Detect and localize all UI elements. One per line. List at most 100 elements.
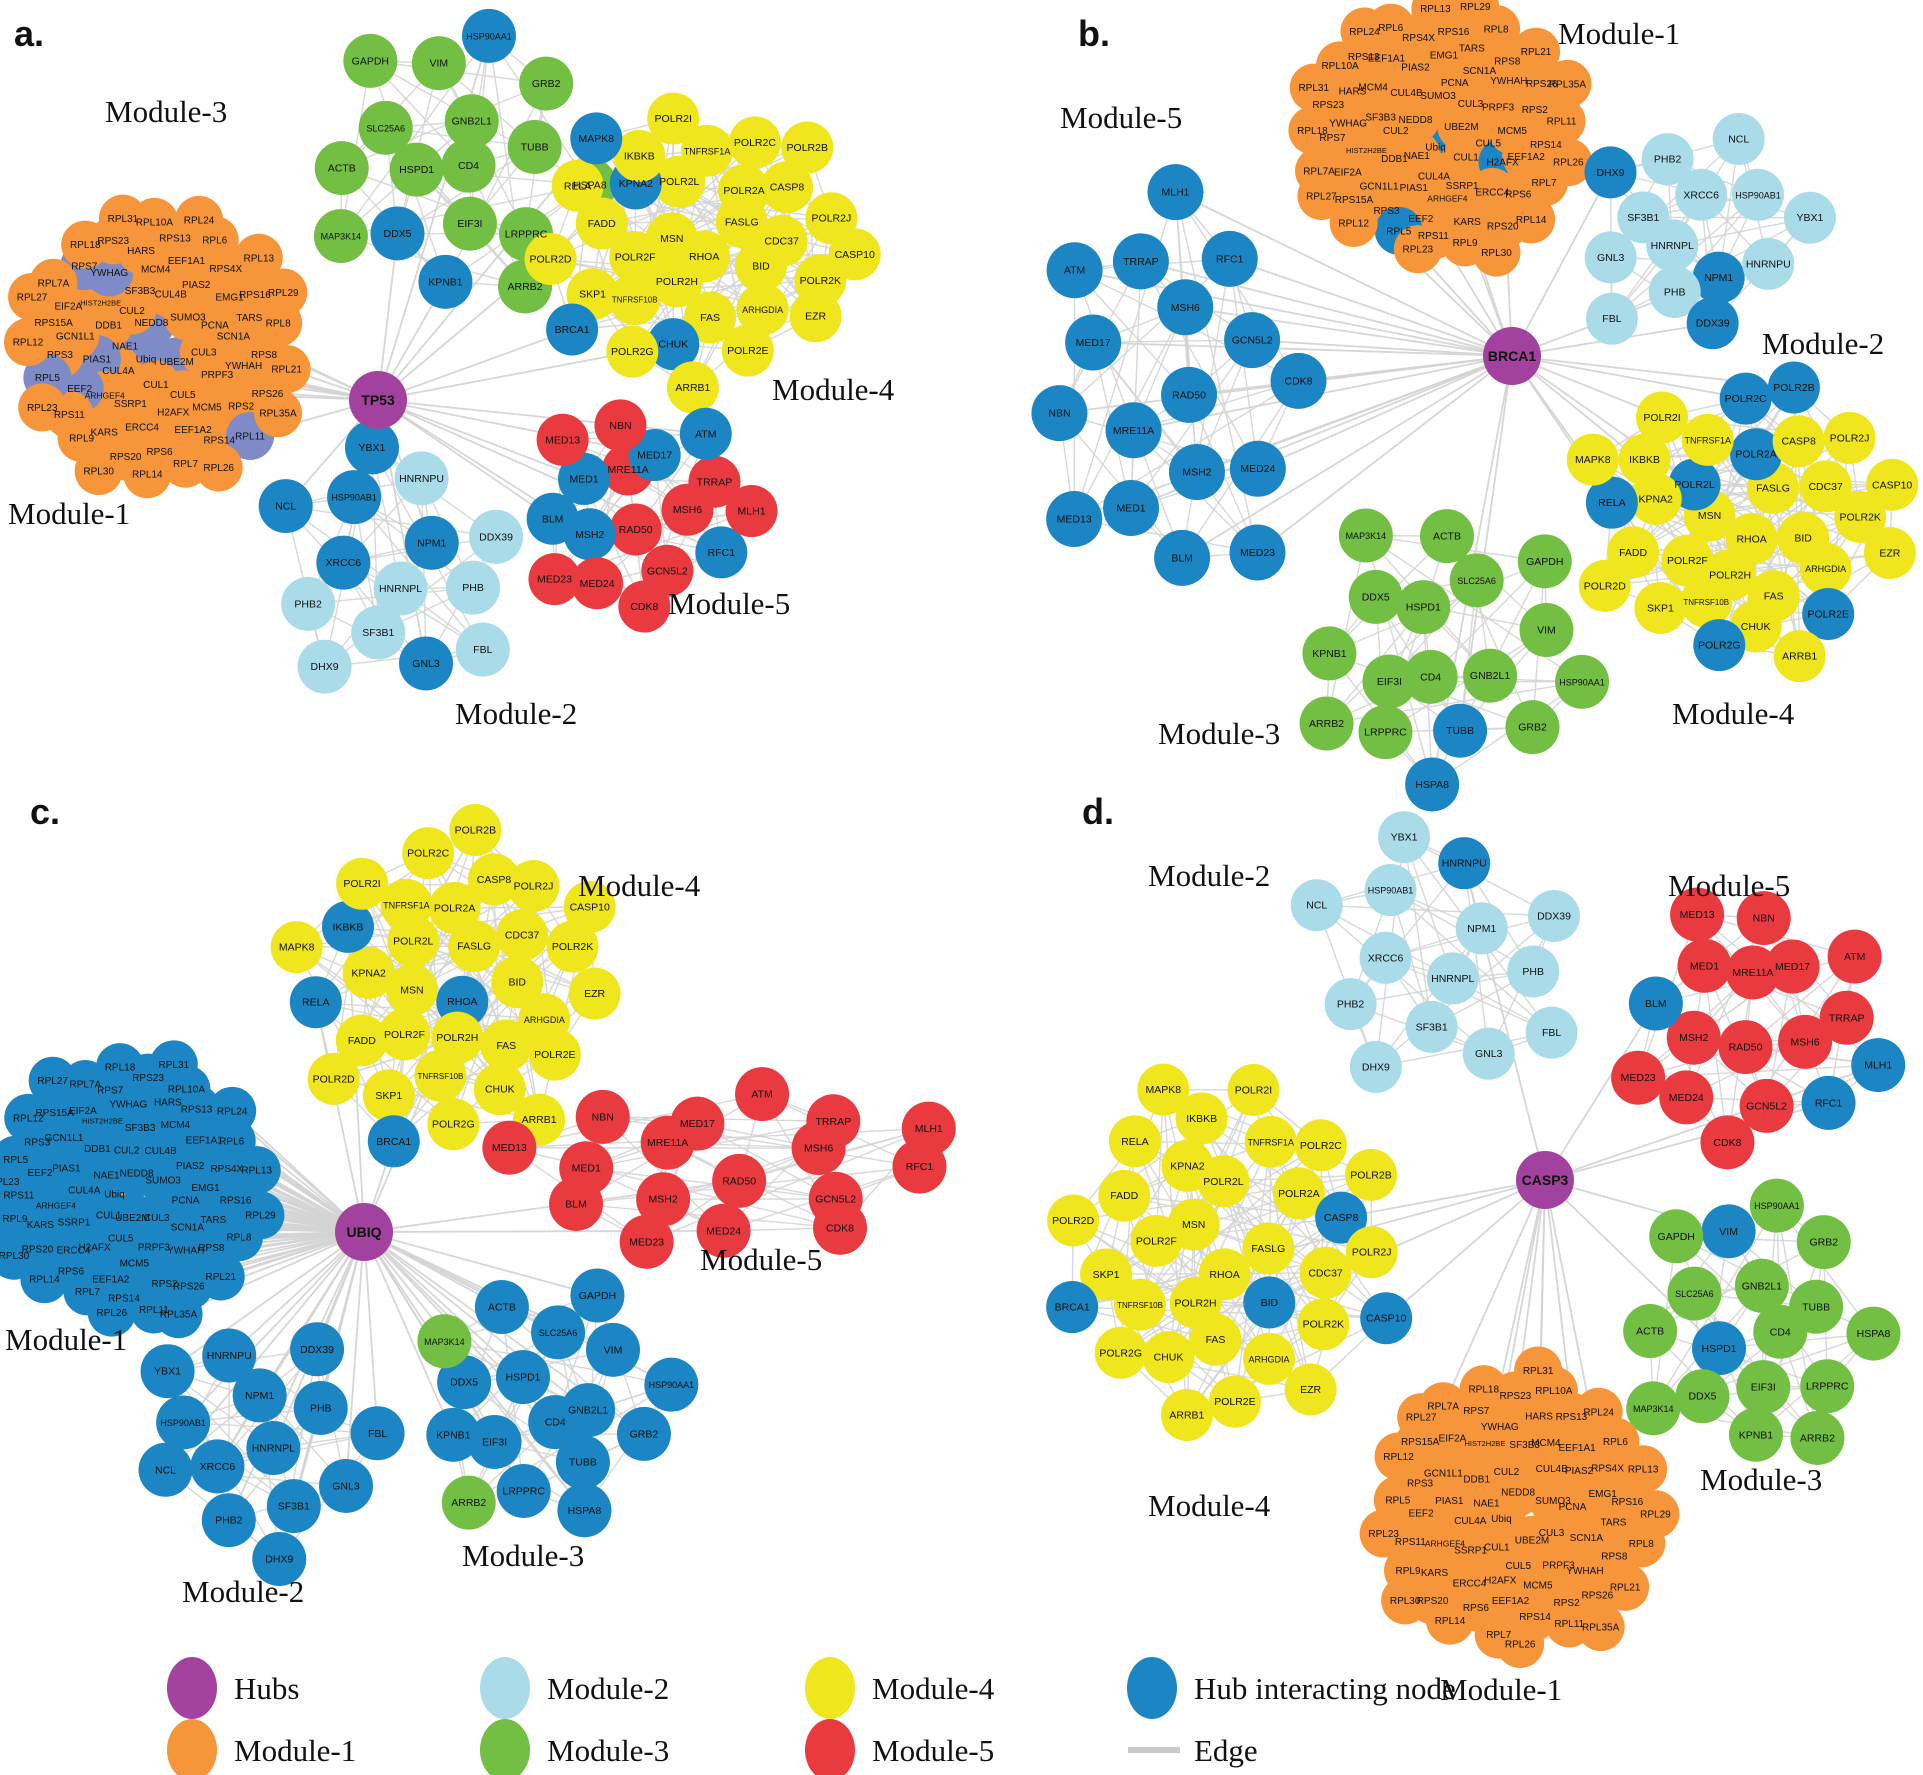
node-med23[interactable] — [1611, 1050, 1666, 1105]
node-rpl13[interactable] — [232, 1146, 281, 1195]
node-rpl30[interactable] — [0, 1231, 38, 1280]
node-atm[interactable] — [1046, 242, 1103, 299]
node-rpl12[interactable] — [1329, 198, 1378, 247]
node-grb2[interactable] — [1505, 700, 1560, 755]
node-phb2[interactable] — [201, 1493, 256, 1548]
node-polr2e[interactable] — [721, 324, 774, 377]
node-hnrnpu[interactable] — [1438, 837, 1491, 890]
node-rpl18[interactable] — [1288, 106, 1337, 155]
node-cdc37[interactable] — [1799, 460, 1852, 513]
node-kpnb1[interactable] — [1728, 1407, 1783, 1462]
node-mre11a[interactable] — [1105, 402, 1162, 459]
node-mapk8[interactable] — [1566, 433, 1619, 486]
node-polr2k[interactable] — [1297, 1298, 1350, 1351]
node-casp10[interactable] — [1866, 458, 1919, 511]
node-polr2f[interactable] — [378, 1008, 431, 1061]
node-hsp90aa1[interactable] — [644, 1357, 699, 1412]
node-rpl12[interactable] — [4, 1093, 53, 1142]
node-kpnb1[interactable] — [418, 254, 473, 309]
node-polr2b[interactable] — [1767, 361, 1820, 414]
node-ncl[interactable] — [1712, 112, 1765, 165]
node-blm[interactable] — [1628, 976, 1683, 1031]
node-hnrnpl[interactable] — [1426, 952, 1479, 1005]
node-dhx9[interactable] — [297, 639, 352, 694]
node-tnfrsf10b[interactable] — [1680, 575, 1733, 628]
node-rad50[interactable] — [609, 503, 662, 556]
node-kpnb1[interactable] — [1302, 626, 1357, 681]
node-polr2i[interactable] — [1227, 1064, 1280, 1117]
node-eif3i[interactable] — [1362, 654, 1417, 709]
node-hnrnpu[interactable] — [202, 1328, 257, 1383]
node-mlh1[interactable] — [1851, 1038, 1906, 1093]
node-rpl35a[interactable] — [1543, 59, 1592, 108]
node-rpl35a[interactable] — [254, 389, 303, 438]
node-polr2g[interactable] — [1094, 1326, 1147, 1379]
node-polr2e[interactable] — [1802, 587, 1855, 640]
node-grb2[interactable] — [1796, 1215, 1851, 1270]
node-hspa8[interactable] — [1846, 1306, 1901, 1361]
node-msh6[interactable] — [1778, 1014, 1833, 1069]
node-msh2[interactable] — [636, 1172, 691, 1227]
node-bid[interactable] — [491, 956, 544, 1009]
node-brca1[interactable] — [367, 1115, 420, 1168]
node-phb2[interactable] — [281, 576, 336, 631]
node-arrb2[interactable] — [1299, 696, 1354, 751]
node-blm[interactable] — [549, 1176, 604, 1231]
node-polr2k[interactable] — [546, 920, 599, 973]
node-ddx39[interactable] — [290, 1322, 345, 1377]
node-rpl14[interactable] — [1507, 195, 1556, 244]
node-ddx39[interactable] — [1527, 890, 1580, 943]
node-hspa8[interactable] — [1405, 757, 1460, 812]
node-mlh1[interactable] — [1147, 164, 1204, 221]
node-nbn[interactable] — [1736, 891, 1791, 946]
node-mlh1[interactable] — [901, 1101, 956, 1156]
node-rpl23[interactable] — [1359, 1509, 1408, 1558]
node-med1[interactable] — [1677, 938, 1732, 993]
node-rpl21[interactable] — [196, 1252, 245, 1301]
node-atm[interactable] — [735, 1067, 790, 1122]
node-kpna2[interactable] — [1629, 472, 1682, 525]
node-polr2k[interactable] — [1834, 490, 1887, 543]
node-polr2c[interactable] — [1294, 1119, 1347, 1172]
node-eif3i[interactable] — [467, 1414, 522, 1469]
node-rpl35a[interactable] — [154, 1290, 203, 1339]
node-med1[interactable] — [558, 452, 611, 505]
node-hsp90ab1[interactable] — [1364, 864, 1417, 917]
node-mapk8[interactable] — [270, 921, 323, 974]
node-rpl29[interactable] — [236, 1191, 285, 1240]
node-med13[interactable] — [1046, 490, 1103, 547]
node-ybx1[interactable] — [1783, 191, 1836, 244]
node-trrap[interactable] — [1112, 233, 1169, 290]
node-cdc37[interactable] — [1299, 1246, 1352, 1299]
node-rpl30[interactable] — [1472, 228, 1521, 277]
node-polr2f[interactable] — [1130, 1214, 1183, 1267]
node-polr2a[interactable] — [718, 164, 771, 217]
node-rela[interactable] — [289, 976, 342, 1029]
node-gnl3[interactable] — [1584, 231, 1637, 284]
node-rpl9[interactable] — [0, 1194, 39, 1243]
node-ybx1[interactable] — [344, 420, 399, 475]
node-polr2b[interactable] — [1345, 1148, 1398, 1201]
node-ikbkb[interactable] — [321, 900, 374, 953]
node-polr2i[interactable] — [336, 857, 389, 910]
node-fadd[interactable] — [335, 1014, 388, 1067]
node-actb[interactable] — [314, 141, 369, 196]
node-rad50[interactable] — [712, 1153, 767, 1208]
node-rad50[interactable] — [1718, 1020, 1773, 1075]
node-rpl14[interactable] — [123, 450, 172, 499]
node-ikbkb[interactable] — [1618, 433, 1671, 486]
node-rpl18[interactable] — [61, 220, 110, 269]
node-rpl24[interactable] — [1340, 7, 1389, 56]
node-map3k14[interactable] — [313, 209, 368, 264]
node-msh2[interactable] — [1666, 1010, 1721, 1065]
node-med17[interactable] — [628, 429, 681, 482]
node-hsp90aa1[interactable] — [1555, 654, 1610, 709]
node-med13[interactable] — [482, 1120, 537, 1175]
node-polr2a[interactable] — [1272, 1167, 1325, 1220]
node-ybx1[interactable] — [140, 1344, 195, 1399]
node-hspd1[interactable] — [1396, 580, 1451, 635]
node-skp1[interactable] — [1634, 582, 1687, 635]
node-eif3i[interactable] — [442, 196, 497, 251]
node-polr2j[interactable] — [1345, 1226, 1398, 1279]
node-rpl21[interactable] — [1601, 1562, 1650, 1611]
